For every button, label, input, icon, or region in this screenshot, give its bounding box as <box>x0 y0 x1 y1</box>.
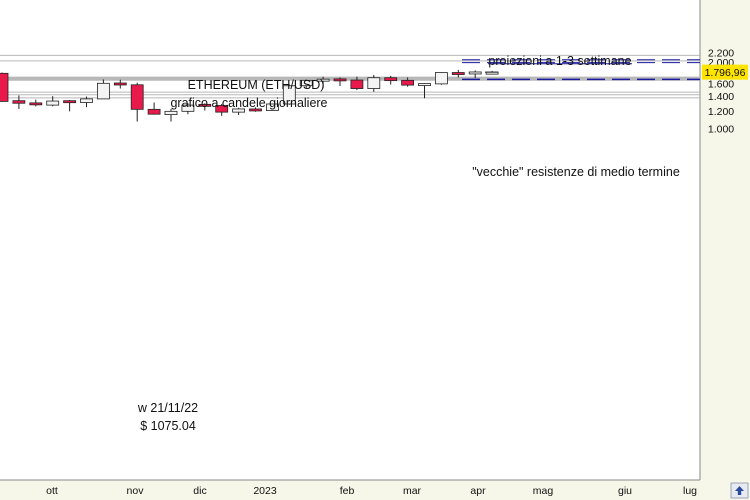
candle <box>249 107 262 112</box>
resistance-lines <box>0 54 700 99</box>
candle-body <box>468 71 482 75</box>
candle <box>29 99 43 107</box>
x-tick-labels: ott nov dic 2023 feb mar apr mag giu lug <box>46 485 697 497</box>
candle <box>80 96 93 108</box>
candle <box>63 99 76 112</box>
y-tick-label: 1.400 <box>708 91 734 103</box>
candle <box>333 77 347 87</box>
candle-body <box>63 100 76 104</box>
candle-body <box>29 102 43 106</box>
x-axis-panel <box>0 480 700 500</box>
candles <box>0 69 499 122</box>
candle-body <box>249 108 262 112</box>
low-price-label: $ 1075.04 <box>140 419 196 433</box>
candle-body <box>384 77 398 82</box>
candle <box>282 84 296 105</box>
candle-body <box>265 103 279 111</box>
candle <box>164 108 178 122</box>
y-tick-label: 1.600 <box>708 78 734 90</box>
candle <box>299 79 313 89</box>
candle <box>181 103 195 115</box>
candle-body <box>113 82 127 86</box>
x-tick-label: mar <box>403 485 422 497</box>
candle-body <box>316 78 330 82</box>
candle-body <box>0 72 9 102</box>
projection-label: proiezioni a 1-3 settimane <box>488 54 631 68</box>
candle-body <box>333 78 347 82</box>
last-price-label: 1.796,96 <box>705 67 746 79</box>
candle-body <box>147 108 161 115</box>
x-tick-label: 2023 <box>253 485 277 497</box>
candle-body <box>80 98 93 103</box>
candle <box>451 69 465 78</box>
x-tick-label: nov <box>127 485 145 497</box>
candle <box>232 107 246 116</box>
candle <box>401 77 415 87</box>
candle <box>384 75 398 85</box>
chart-subtitle: grafico a candele giornaliere <box>170 96 327 110</box>
candle-body <box>181 104 195 112</box>
chart-title: ETHEREUM (ETH/USD) <box>188 78 325 92</box>
x-tick-label: feb <box>340 485 355 497</box>
candle-body <box>97 82 110 100</box>
candle <box>316 76 330 89</box>
candle-body <box>215 105 229 113</box>
candle <box>418 83 431 99</box>
candle-body <box>350 79 364 89</box>
scroll-corner-icon[interactable] <box>730 482 749 499</box>
candle <box>367 74 381 92</box>
candle <box>215 103 229 116</box>
low-date-label: w 21/11/22 <box>137 401 198 415</box>
candle-body <box>299 79 313 87</box>
x-tick-label: lug <box>683 485 697 497</box>
candle <box>265 103 279 111</box>
candle <box>147 102 161 115</box>
candle-body <box>130 84 144 110</box>
x-tick-label: mag <box>533 485 554 497</box>
candle-body <box>418 83 431 86</box>
candle-body <box>451 72 465 75</box>
x-tick-label: ott <box>46 485 58 497</box>
candle <box>0 72 9 102</box>
candle-body <box>434 72 448 85</box>
candle-body <box>401 79 415 86</box>
resistance-label: "vecchie" resistenze di medio termine <box>472 165 680 179</box>
candle <box>113 79 127 89</box>
candle <box>434 72 448 85</box>
x-tick-label: giu <box>618 485 632 497</box>
x-tick-label: dic <box>193 485 206 497</box>
candle <box>12 95 26 109</box>
candle <box>46 96 60 107</box>
candle <box>97 79 110 100</box>
candle-body <box>282 85 296 105</box>
candle-body <box>198 103 212 107</box>
projection-lines <box>462 59 700 81</box>
candle-body <box>232 108 246 113</box>
candle-body <box>12 100 26 104</box>
y-tick-label: 2.200 <box>708 48 734 60</box>
y-axis-panel <box>700 0 750 500</box>
candle <box>130 82 144 122</box>
candle <box>485 70 499 75</box>
candle-body <box>367 77 381 89</box>
y-tick-label: 1.200 <box>708 106 734 118</box>
x-tick-label: apr <box>470 485 486 497</box>
candle-body <box>164 110 178 115</box>
candle-body <box>46 100 60 106</box>
y-tick-label: 1.000 <box>708 123 734 135</box>
candle <box>468 70 482 79</box>
candle <box>198 103 212 111</box>
last-price-badge <box>702 64 748 80</box>
candle <box>350 76 364 91</box>
